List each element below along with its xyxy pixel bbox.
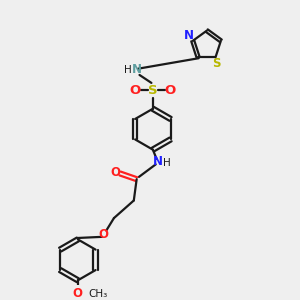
Text: N: N — [153, 154, 163, 167]
Text: S: S — [212, 56, 221, 70]
Text: N: N — [132, 63, 142, 76]
Text: N: N — [184, 29, 194, 42]
Text: H: H — [124, 65, 132, 75]
Text: O: O — [99, 227, 109, 241]
Text: O: O — [110, 166, 120, 178]
Text: O: O — [72, 287, 82, 300]
Text: O: O — [165, 83, 176, 97]
Text: O: O — [130, 83, 141, 97]
Text: CH₃: CH₃ — [89, 289, 108, 298]
Text: S: S — [148, 84, 158, 98]
Text: H: H — [163, 158, 170, 168]
